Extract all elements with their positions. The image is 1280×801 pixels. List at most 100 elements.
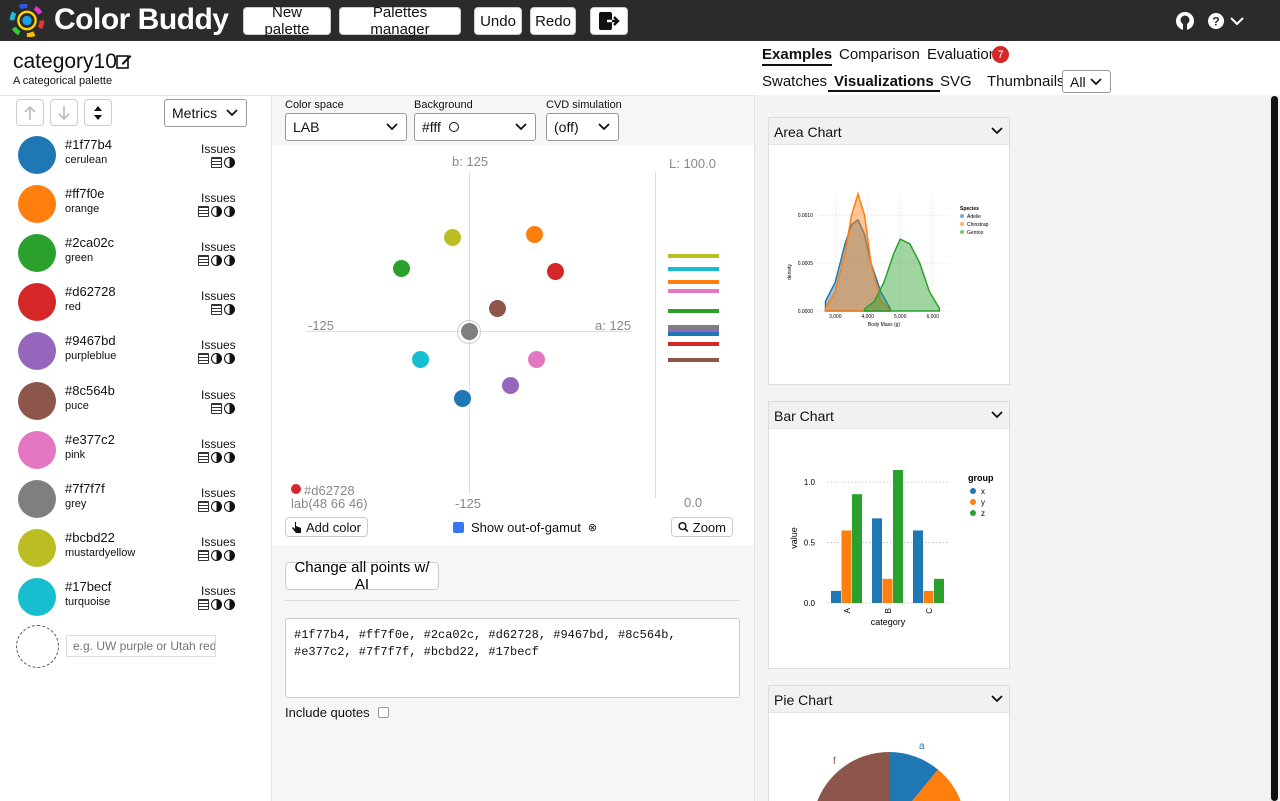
issue-icons[interactable] — [198, 451, 235, 464]
include-quotes-checkbox[interactable] — [377, 707, 389, 718]
issue-icons[interactable] — [211, 402, 235, 415]
tab-evaluation[interactable]: Evaluation — [927, 46, 998, 63]
chevron-down-icon[interactable] — [991, 694, 1003, 704]
color-swatch[interactable] — [18, 234, 56, 273]
color-swatch[interactable] — [18, 185, 56, 224]
sort-button[interactable] — [84, 99, 112, 126]
issue-icons[interactable] — [198, 353, 235, 365]
show-gamut-checkbox[interactable] — [453, 522, 464, 533]
background-select[interactable]: #fff — [414, 113, 536, 141]
tab-visualizations[interactable]: Visualizations — [828, 73, 940, 92]
lightness-bar[interactable] — [668, 328, 719, 333]
new-color-input[interactable] — [66, 635, 216, 657]
palette-name[interactable]: category10 — [13, 50, 117, 73]
issues-link[interactable]: Issues — [201, 289, 236, 304]
contrast-icon[interactable] — [224, 500, 235, 512]
document-icon[interactable] — [198, 598, 209, 610]
change-all-points-ai-button[interactable]: Change all points w/ AI — [285, 559, 439, 593]
new-palette-button[interactable]: New palette — [243, 4, 331, 38]
color-row[interactable]: #e377c2 pink Issues — [0, 430, 271, 480]
contrast-icon[interactable] — [224, 206, 235, 218]
tab-svg[interactable]: SVG — [940, 73, 972, 90]
document-icon[interactable] — [211, 304, 222, 316]
contrast-icon[interactable] — [224, 451, 235, 463]
color-point[interactable] — [502, 377, 520, 395]
color-swatch[interactable] — [18, 479, 56, 518]
color-point[interactable] — [453, 390, 471, 408]
chevron-down-icon[interactable] — [991, 126, 1003, 136]
color-swatch[interactable] — [18, 430, 56, 469]
color-swatch[interactable] — [18, 136, 56, 174]
lightness-bar[interactable] — [668, 331, 719, 336]
issue-icons[interactable] — [198, 500, 235, 513]
color-row[interactable]: #d62728 red Issues — [0, 283, 271, 332]
contrast-icon[interactable] — [211, 451, 222, 463]
contrast-icon[interactable] — [224, 353, 235, 365]
add-color-button[interactable]: Add color — [285, 517, 368, 537]
issue-icons[interactable] — [198, 206, 235, 218]
color-swatch[interactable] — [18, 381, 56, 420]
issue-icons[interactable] — [211, 304, 235, 316]
move-down-button[interactable] — [50, 99, 78, 126]
contrast-icon[interactable] — [224, 304, 235, 316]
palettes-manager-button[interactable]: Palettes manager — [339, 4, 461, 38]
scrollbar-thumb[interactable] — [1271, 96, 1278, 801]
contrast-icon[interactable] — [211, 500, 222, 512]
tab-examples[interactable]: Examples — [762, 46, 833, 66]
lightness-bar[interactable] — [668, 266, 719, 271]
cvd-select[interactable]: (off) — [546, 113, 619, 141]
lightness-bar[interactable] — [668, 253, 719, 258]
show-gamut-toggle[interactable]: Show out-of-gamut ⊗ — [453, 520, 597, 535]
contrast-icon[interactable] — [211, 549, 222, 561]
color-point[interactable] — [392, 259, 410, 277]
document-icon[interactable] — [198, 206, 209, 218]
color-row[interactable]: #8c564b puce Issues — [0, 381, 271, 431]
color-point[interactable] — [525, 226, 543, 243]
export-button[interactable] — [590, 7, 628, 35]
hex-list-textarea[interactable]: #1f77b4, #ff7f0e, #2ca02c, #d62728, #946… — [285, 618, 740, 698]
issues-link[interactable]: Issues — [201, 436, 236, 451]
color-row[interactable]: #9467bd purpleblue Issues — [0, 332, 271, 381]
issues-link[interactable]: Issues — [201, 142, 236, 156]
tab-swatches[interactable]: Swatches — [762, 73, 828, 90]
issues-link[interactable]: Issues — [201, 191, 236, 206]
contrast-icon[interactable] — [211, 255, 222, 267]
document-icon[interactable] — [198, 353, 209, 365]
color-swatch[interactable] — [18, 283, 56, 322]
move-up-button[interactable] — [16, 99, 44, 126]
tab-thumbnails[interactable]: Thumbnails — [987, 73, 1065, 90]
color-point[interactable] — [460, 322, 478, 340]
issue-icons[interactable] — [198, 549, 235, 562]
lightness-bar[interactable] — [668, 289, 719, 294]
issue-icons[interactable] — [198, 255, 235, 267]
lightness-bar[interactable] — [668, 341, 719, 346]
document-icon[interactable] — [198, 500, 209, 512]
color-point[interactable] — [412, 351, 430, 369]
area-chart-header[interactable]: Area Chart — [769, 118, 1009, 145]
issue-icons[interactable] — [211, 157, 235, 169]
issues-link[interactable]: Issues — [201, 240, 236, 255]
lightness-bar[interactable] — [668, 325, 719, 330]
contrast-icon[interactable] — [211, 353, 222, 365]
contrast-icon[interactable] — [211, 598, 222, 610]
chevron-down-icon[interactable] — [1229, 14, 1245, 28]
lightness-bar[interactable] — [668, 357, 719, 362]
color-row[interactable]: #7f7f7f grey Issues — [0, 479, 271, 529]
contrast-icon[interactable] — [224, 157, 235, 168]
new-color-swatch[interactable] — [16, 625, 59, 668]
color-row[interactable]: #1f77b4 cerulean Issues — [0, 136, 271, 185]
thumbnails-filter-select[interactable]: All — [1062, 70, 1111, 93]
chevron-down-icon[interactable] — [991, 410, 1003, 420]
contrast-icon[interactable] — [224, 255, 235, 267]
contrast-icon[interactable] — [211, 206, 222, 218]
color-point[interactable] — [489, 300, 507, 318]
document-icon[interactable] — [211, 157, 222, 168]
color-swatch[interactable] — [18, 332, 56, 371]
issues-link[interactable]: Issues — [201, 485, 236, 500]
issues-link[interactable]: Issues — [201, 387, 236, 402]
edit-icon[interactable] — [116, 53, 132, 69]
document-icon[interactable] — [198, 451, 209, 463]
zoom-button[interactable]: Zoom — [671, 517, 733, 537]
document-icon[interactable] — [211, 402, 222, 414]
color-point[interactable] — [528, 351, 546, 369]
